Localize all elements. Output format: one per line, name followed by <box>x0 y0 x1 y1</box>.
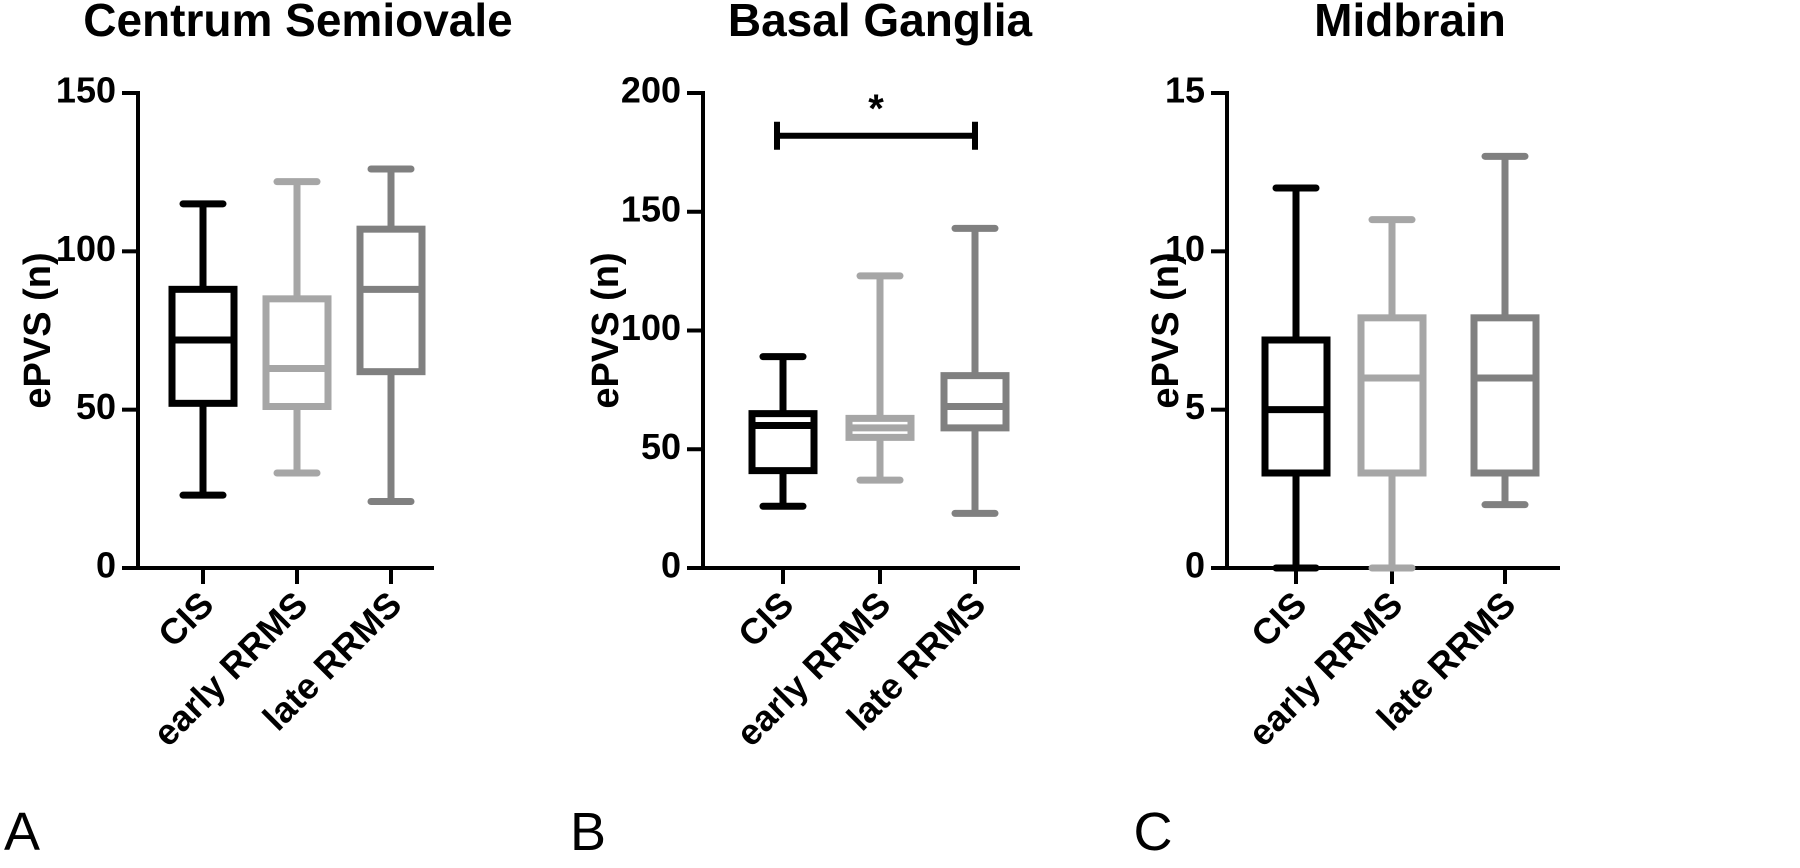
y-tick-label: 150 <box>56 70 116 111</box>
box-early-rrms <box>262 178 332 477</box>
y-axis-label: ePVS (n) <box>17 252 59 408</box>
significance-label: * <box>868 87 884 131</box>
x-category-label: CIS <box>1243 583 1314 654</box>
panel-label: C <box>1134 802 1173 862</box>
significance-bracket: * <box>774 87 978 150</box>
y-axis-label: ePVS (n) <box>1145 252 1187 408</box>
box-early-rrms <box>1357 216 1427 572</box>
x-category-label: CIS <box>730 583 801 654</box>
box-cis <box>748 353 818 510</box>
y-tick-label: 150 <box>621 188 681 229</box>
y-tick-label: 0 <box>96 545 116 586</box>
y-tick-label: 5 <box>1185 386 1205 427</box>
iqr-box <box>1357 314 1427 477</box>
y-tick-label: 100 <box>621 307 681 348</box>
box-late-rrms <box>940 224 1010 517</box>
panel-label: B <box>570 802 606 862</box>
chart-title: Midbrain <box>1314 0 1506 46</box>
chart-title: Centrum Semiovale <box>83 0 512 46</box>
box-early-rrms <box>845 272 915 484</box>
iqr-box <box>168 285 238 407</box>
y-tick-label: 15 <box>1165 70 1205 111</box>
y-tick-label: 50 <box>76 386 116 427</box>
y-axis-label: ePVS (n) <box>585 252 627 408</box>
y-tick-label: 200 <box>621 70 681 111</box>
x-category-label: CIS <box>150 583 221 654</box>
box-cis <box>168 200 238 499</box>
y-tick-label: 10 <box>1165 228 1205 269</box>
iqr-box <box>940 372 1010 432</box>
iqr-box <box>1470 314 1540 477</box>
chart-title: Basal Ganglia <box>728 0 1033 46</box>
iqr-box <box>356 225 426 376</box>
y-tick-label: 0 <box>661 545 681 586</box>
y-tick-label: 0 <box>1185 545 1205 586</box>
panel-label: A <box>4 802 40 862</box>
box-late-rrms <box>356 165 426 505</box>
y-tick-label: 100 <box>56 228 116 269</box>
box-late-rrms <box>1470 152 1540 509</box>
iqr-box <box>262 295 332 411</box>
box-cis <box>1261 184 1331 572</box>
y-tick-label: 50 <box>641 426 681 467</box>
